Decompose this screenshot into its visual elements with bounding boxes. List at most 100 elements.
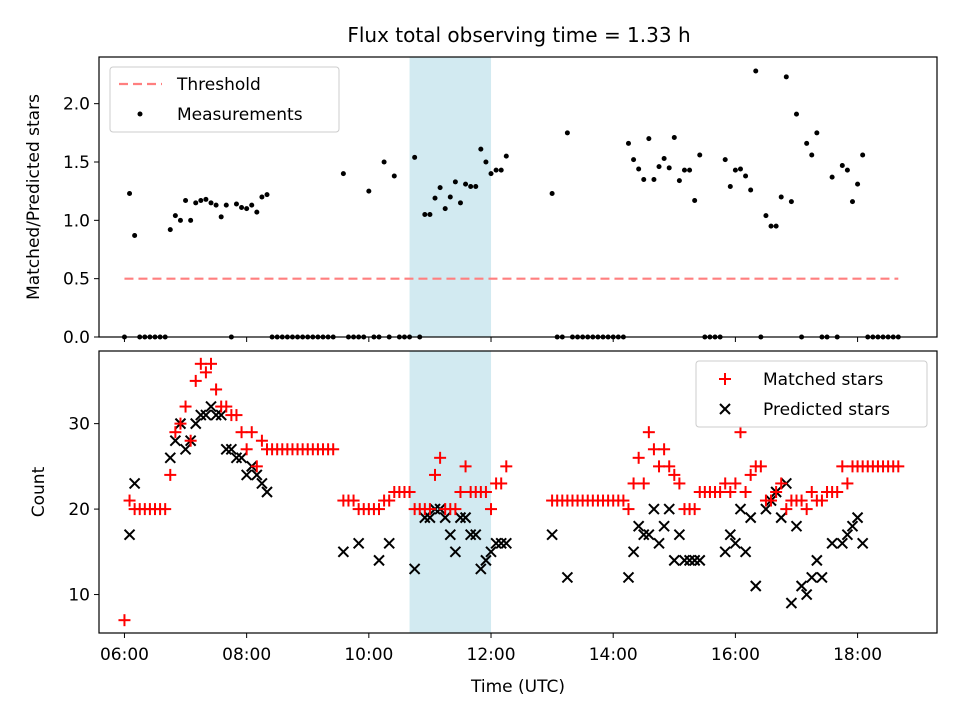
predicted-marker-stroke: [190, 417, 202, 430]
predicted-star-marker: [790, 520, 803, 532]
measurement-point: [203, 196, 209, 202]
predicted-marker-stroke: [475, 563, 487, 575]
predicted-marker-stroke: [220, 443, 232, 455]
matched-star-marker: [754, 460, 767, 473]
measurement-point: [829, 174, 835, 180]
predicted-marker-stroke: [164, 452, 176, 464]
predicted-star-marker: [658, 520, 670, 532]
matched-star-marker: [479, 486, 492, 498]
matched-star-marker: [423, 503, 436, 516]
measurement-point: [671, 135, 677, 140]
predicted-star-marker: [128, 477, 141, 490]
predicted-marker-stroke: [123, 529, 136, 541]
predicted-marker-stroke: [627, 546, 640, 558]
measurement-point: [457, 200, 463, 206]
predicted-marker-stroke: [795, 580, 808, 592]
measurement-point: [463, 181, 469, 187]
measurement-point: [381, 159, 387, 165]
predicted-star-marker: [337, 546, 350, 558]
measurement-point: [646, 136, 652, 142]
matched-star-marker: [123, 494, 136, 507]
predicted-marker-stroke: [352, 537, 365, 549]
measurement-point: [722, 157, 728, 163]
top-y-tick-label: 1.5: [63, 153, 90, 173]
predicted-marker-stroke: [470, 529, 482, 541]
matched-star-marker: [199, 366, 212, 379]
predicted-marker-stroke: [419, 511, 431, 524]
matched-star-marker: [627, 477, 640, 490]
predicted-marker-stroke: [673, 529, 686, 541]
matched-star-marker: [189, 374, 202, 387]
measurement-point: [188, 217, 194, 223]
predicted-star-marker: [694, 554, 706, 567]
predicted-star-marker: [210, 409, 222, 421]
matched-star-marker: [194, 357, 207, 370]
predicted-marker-stroke: [760, 503, 772, 515]
predicted-star-marker: [490, 537, 502, 549]
measurement-point: [656, 164, 662, 170]
measurement-point: [681, 167, 687, 173]
measurement-point: [743, 173, 749, 179]
matched-star-marker: [714, 486, 727, 498]
predicted-star-marker: [500, 537, 512, 549]
predicted-star-marker: [851, 511, 864, 524]
matched-star-marker: [653, 460, 666, 473]
predicted-marker-stroke: [648, 503, 660, 515]
predicted-star-marker: [638, 529, 650, 541]
matched-star-marker: [831, 486, 844, 498]
measurement-point: [183, 198, 189, 203]
x-axis-label: Time (UTC): [470, 677, 565, 697]
predicted-star-marker: [856, 537, 869, 549]
measurement-point: [193, 200, 199, 206]
matched-star-marker: [719, 477, 732, 490]
predicted-star-marker: [760, 503, 772, 515]
predicted-star-marker: [480, 554, 492, 567]
predicted-star-marker: [632, 520, 645, 532]
matched-star-marker: [836, 460, 849, 473]
predicted-star-marker: [750, 580, 762, 592]
matched-star-marker: [179, 400, 192, 413]
predicted-marker-stroke: [424, 511, 436, 524]
top-legend: Threshold Measurements: [109, 66, 340, 133]
measurement-point: [676, 178, 682, 184]
measurement-point: [177, 217, 183, 223]
predicted-star-marker: [444, 529, 456, 541]
bottom-y-axis-label: Count: [29, 466, 49, 517]
measurement-point: [768, 223, 774, 229]
predicted-star-marker: [816, 571, 828, 584]
top-y-tick-label: 0.5: [63, 270, 90, 290]
measurement-point: [498, 167, 504, 173]
bottom-legend-box: [695, 360, 928, 428]
measurement-point: [809, 152, 815, 158]
predicted-marker-stroke: [785, 597, 798, 609]
top-y-tick-label: 2.0: [63, 95, 90, 115]
predicted-star-marker: [225, 443, 238, 455]
predicted-star-marker: [800, 588, 813, 601]
matched-star-marker: [663, 460, 676, 473]
predicted-marker-stroke: [179, 443, 192, 455]
predicted-star-marker: [251, 469, 263, 481]
measurement-point: [636, 166, 642, 172]
matched-star-marker: [795, 494, 808, 507]
bottom-y-tick-label: 10: [68, 586, 90, 606]
measurement-point: [172, 213, 178, 219]
predicted-marker-stroke: [688, 554, 701, 567]
predicted-star-marker: [261, 486, 273, 498]
measurement-point: [391, 173, 397, 179]
matched-star-marker: [744, 468, 757, 481]
predicted-star-marker: [179, 443, 192, 455]
measurement-point: [442, 206, 448, 212]
x-tick-label: 14:00: [589, 645, 638, 665]
predicted-star-marker: [678, 554, 691, 567]
predicted-marker-stroke: [719, 546, 731, 558]
measurement-point: [814, 130, 820, 136]
predicted-marker-stroke: [210, 409, 222, 421]
predicted-marker-stroke: [638, 529, 650, 541]
measurement-point: [732, 167, 738, 173]
matched-star-marker: [429, 468, 442, 481]
bottom-markers-layer: [118, 357, 905, 627]
measurement-point: [132, 233, 138, 238]
legend-threshold-label: Threshold: [176, 75, 261, 95]
legend-matched-label: Matched stars: [763, 370, 883, 390]
measurement-point: [641, 177, 647, 182]
